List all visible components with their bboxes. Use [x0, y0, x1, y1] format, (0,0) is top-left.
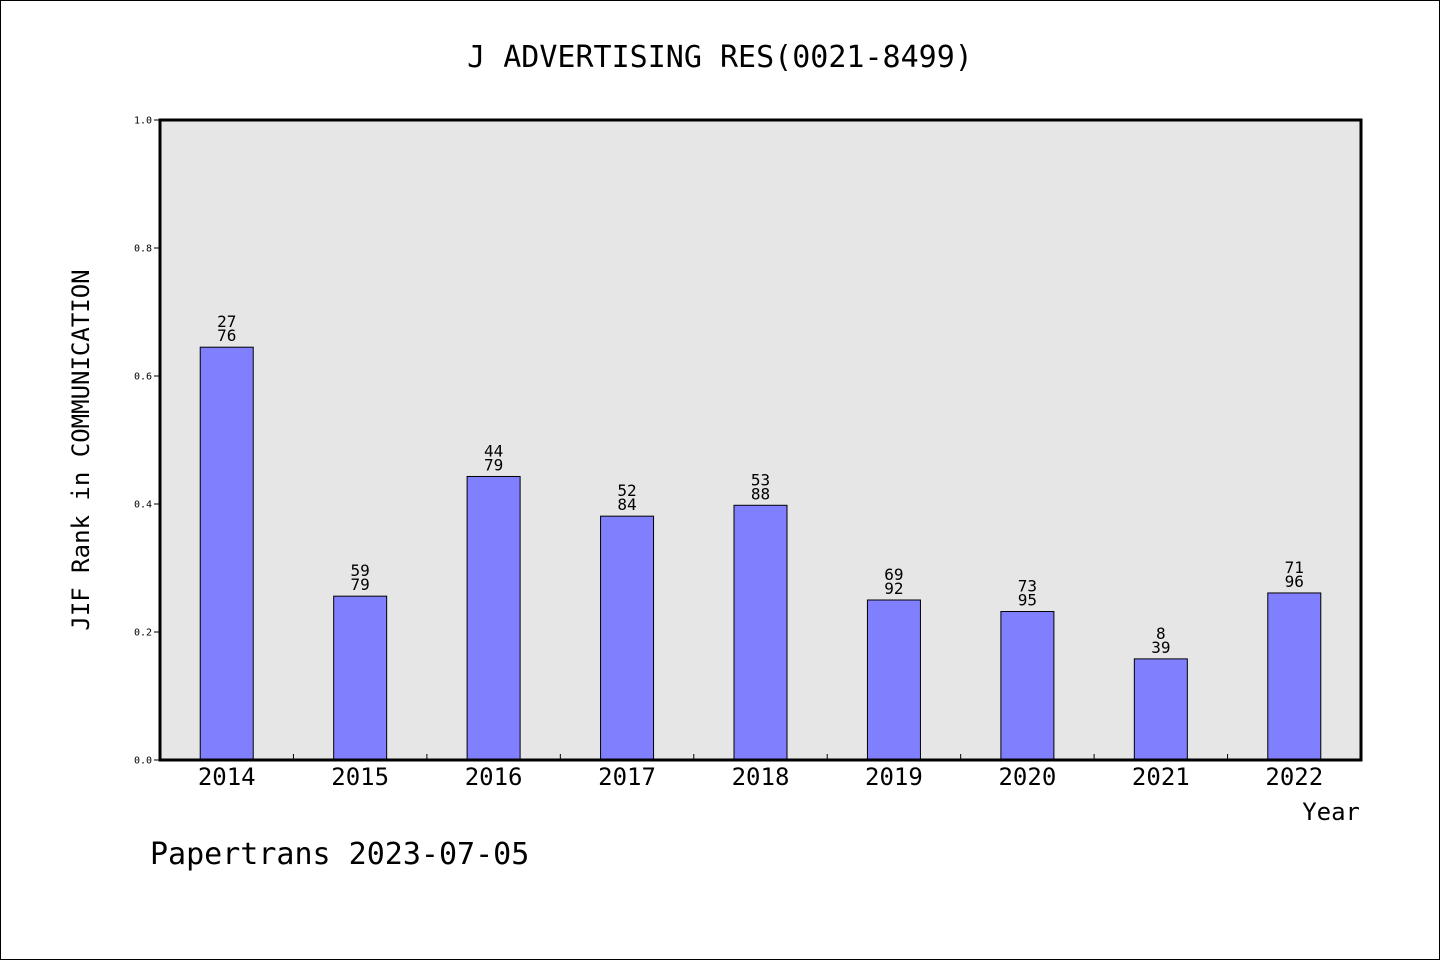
bar-2019 [866, 599, 921, 761]
y-axis: 0.0 0.2 0.4 0.6 0.8 1.0 [134, 116, 160, 767]
y-tick-label: 0.0 [134, 756, 152, 767]
bar-2016 [466, 475, 521, 761]
plot-border [158, 118, 1363, 762]
x-axis: 2014 2015 2016 2017 2018 2019 2020 2021 2022 [198, 754, 1323, 791]
bar-label-total: 76 [217, 326, 236, 345]
bar-label-total: 88 [751, 484, 770, 503]
bar-label-total: 39 [1151, 638, 1170, 657]
bar-label-rank: 52 [617, 481, 636, 500]
bar-label-total: 92 [884, 579, 903, 598]
bar-label-total: 95 [1018, 591, 1037, 610]
bar-2014 [199, 346, 254, 761]
bar-label-rank: 73 [1018, 577, 1037, 596]
bar-label-rank: 27 [217, 312, 236, 331]
x-tick-label: 2020 [998, 763, 1056, 791]
bar-label-rank: 53 [751, 470, 770, 489]
x-tick-label: 2021 [1132, 763, 1190, 791]
x-tick-label: 2016 [465, 763, 523, 791]
bar-2018 [733, 504, 788, 761]
bar-label-total: 79 [484, 455, 503, 474]
y-tick-label: 0.6 [134, 372, 152, 383]
y-tick-label: 0.8 [134, 244, 152, 255]
x-axis-title: Year [1302, 798, 1360, 826]
x-tick-label: 2017 [598, 763, 656, 791]
footer-stamp: Papertrans 2023-07-05 [150, 837, 529, 872]
x-tick-label: 2019 [865, 763, 923, 791]
y-axis-title: JIF Rank in COMMUNICATION [67, 269, 95, 630]
x-tick-label: 2022 [1265, 763, 1323, 791]
x-tick-label: 2014 [198, 763, 256, 791]
bar-label-total: 96 [1285, 572, 1304, 591]
x-tick-label: 2015 [331, 763, 389, 791]
bar-2022 [1267, 592, 1322, 761]
y-tick-label: 1.0 [134, 116, 152, 127]
chart-title: J ADVERTISING RES(0021-8499) [467, 40, 973, 75]
bar-2020 [1000, 611, 1055, 761]
bar-label-rank: 59 [351, 561, 370, 580]
bar-label-rank: 8 [1156, 624, 1166, 643]
bar-label-rank: 71 [1285, 558, 1304, 577]
bar-2015 [333, 595, 388, 761]
x-tick-label: 2018 [732, 763, 790, 791]
bar-label-total: 84 [617, 495, 636, 514]
y-tick-label: 0.4 [134, 500, 152, 511]
bar-label-rank: 44 [484, 441, 503, 460]
bar-series [199, 346, 1322, 761]
bar-label-rank: 69 [884, 565, 903, 584]
bar-2021 [1133, 658, 1188, 761]
bar-2017 [600, 515, 655, 761]
y-tick-label: 0.2 [134, 628, 152, 639]
bar-label-total: 79 [351, 575, 370, 594]
